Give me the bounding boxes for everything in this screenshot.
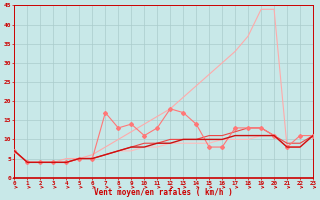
X-axis label: Vent moyen/en rafales ( km/h ): Vent moyen/en rafales ( km/h ) xyxy=(94,188,233,197)
